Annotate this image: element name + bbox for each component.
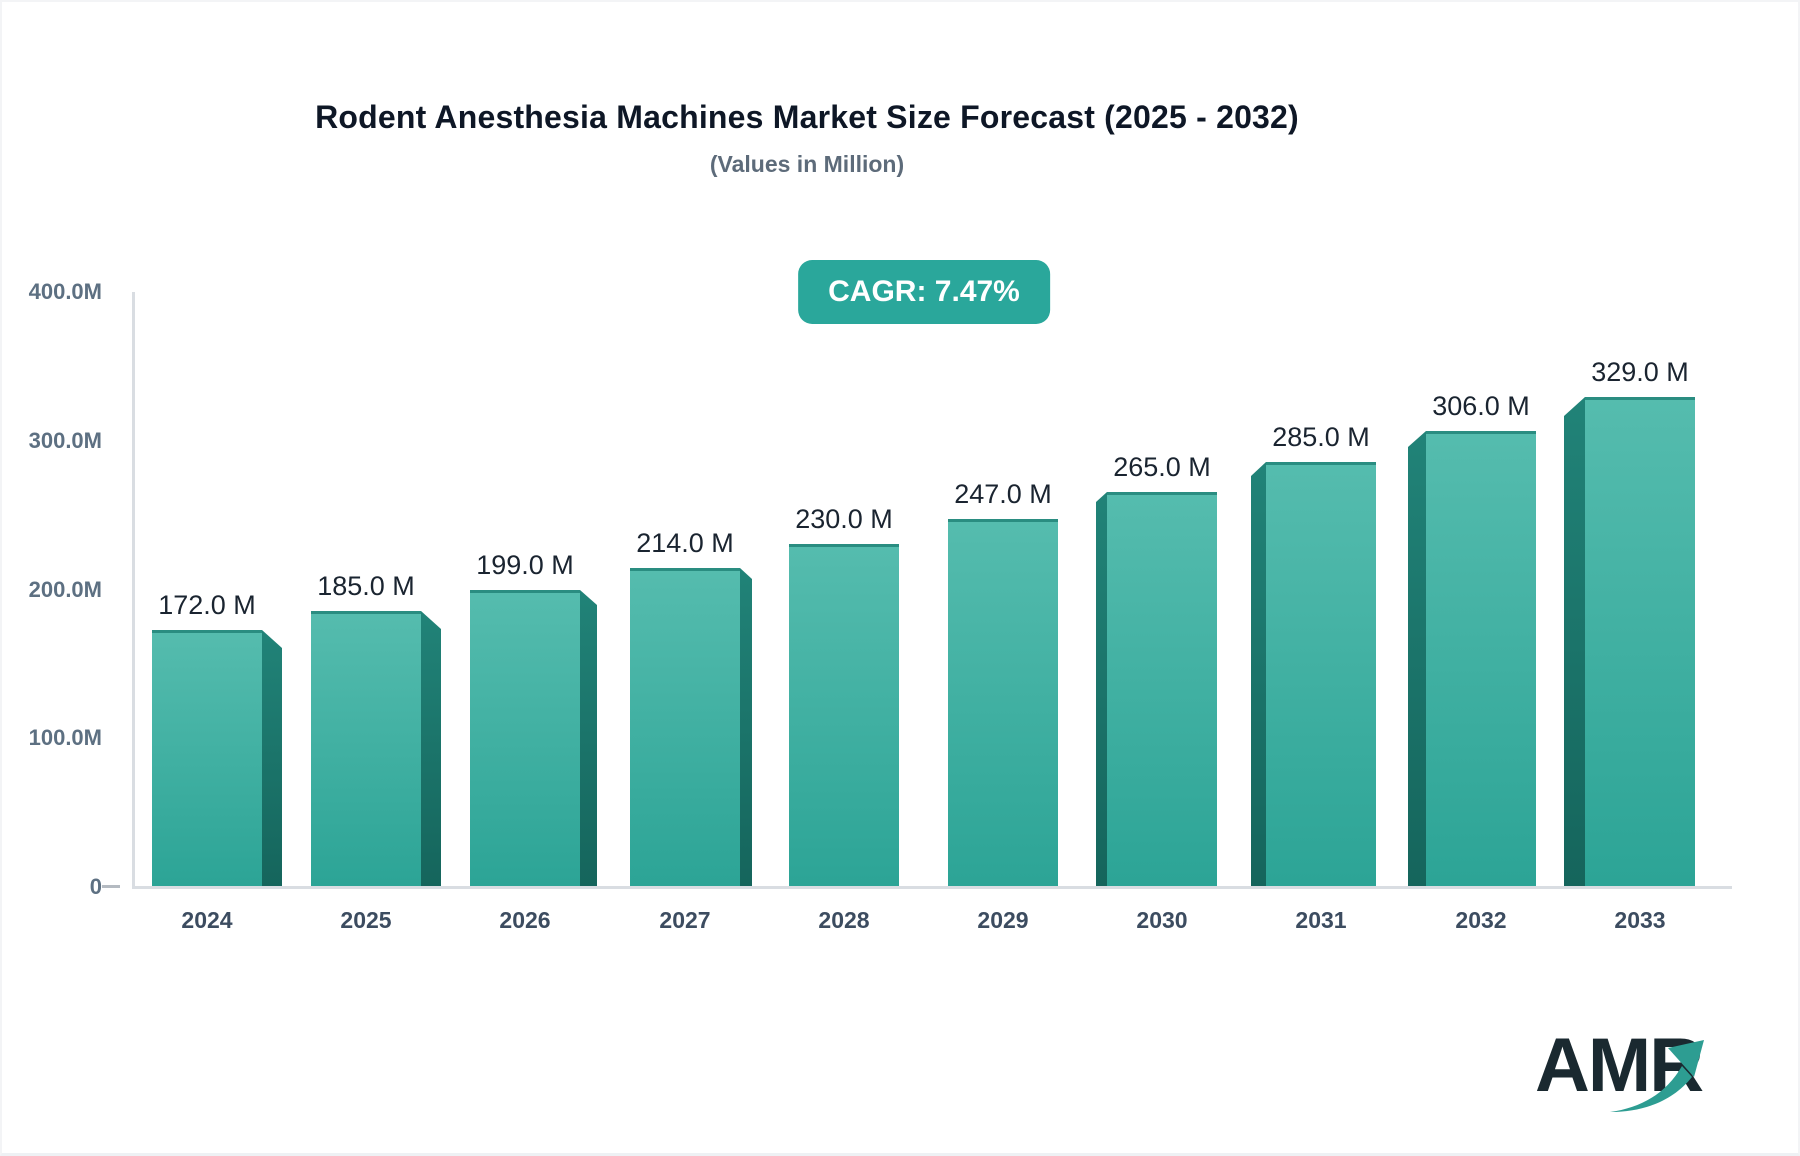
growth-arrow-icon <box>1610 1040 1704 1112</box>
bar-side-face <box>1564 397 1585 886</box>
bar-value-label: 306.0 M <box>1432 391 1530 421</box>
bar-value-label: 247.0 M <box>954 479 1052 509</box>
bar-value-label: 214.0 M <box>636 528 734 558</box>
bar-side-face <box>1251 462 1266 886</box>
bar-2026 <box>470 590 580 886</box>
bar-2032 <box>1426 431 1536 886</box>
x-axis-label: 2029 <box>977 907 1029 933</box>
bar-side-face <box>1408 431 1426 886</box>
chart-subtitle: (Values in Million) <box>709 151 905 177</box>
bar-value-label: 199.0 M <box>476 550 574 580</box>
x-axis-line <box>132 886 1732 889</box>
bar-value-label: 265.0 M <box>1113 452 1211 482</box>
bar-value-label: 185.0 M <box>317 571 415 601</box>
bar-side-face <box>421 611 441 886</box>
y-axis-line <box>132 292 135 889</box>
x-axis-label: 2032 <box>1455 907 1507 933</box>
cagr-badge: CAGR: 7.47% <box>798 260 1050 324</box>
bar-2028 <box>789 544 899 886</box>
bar-value-label: 230.0 M <box>795 504 893 534</box>
bar-side-face <box>580 590 597 886</box>
x-axis-label: 2024 <box>181 907 233 933</box>
bar-2033 <box>1585 397 1695 886</box>
bar-value-label: 329.0 M <box>1591 357 1689 387</box>
bar-value-label: 172.0 M <box>158 590 256 620</box>
x-axis-label: 2028 <box>818 907 870 933</box>
y-axis-label: 0 <box>89 874 102 899</box>
y-axis-label: 300.0M <box>28 427 102 453</box>
bar-value-label: 285.0 M <box>1272 422 1370 452</box>
bar-2031 <box>1266 462 1376 886</box>
bar-2029 <box>948 519 1058 886</box>
chart-title: Rodent Anesthesia Machines Market Size F… <box>315 99 1299 135</box>
y-axis-tick <box>102 885 120 888</box>
bar-2030 <box>1107 492 1217 886</box>
y-axis-label: 200.0M <box>28 576 102 602</box>
bar-2024 <box>152 630 262 886</box>
bar-2027 <box>630 568 740 886</box>
x-axis-label: 2026 <box>499 907 551 933</box>
x-axis-label: 2033 <box>1614 907 1666 933</box>
y-axis-label: 400.0M <box>28 279 102 304</box>
x-axis-label: 2027 <box>659 907 711 933</box>
y-axis-label: 100.0M <box>28 725 102 751</box>
x-axis-label: 2031 <box>1295 907 1347 933</box>
bar-side-face <box>1096 492 1107 886</box>
bar-side-face <box>262 630 282 886</box>
x-axis-label: 2025 <box>340 907 392 933</box>
bar-2025 <box>311 611 421 886</box>
bar-side-face <box>740 568 752 886</box>
x-axis-label: 2030 <box>1136 907 1188 933</box>
